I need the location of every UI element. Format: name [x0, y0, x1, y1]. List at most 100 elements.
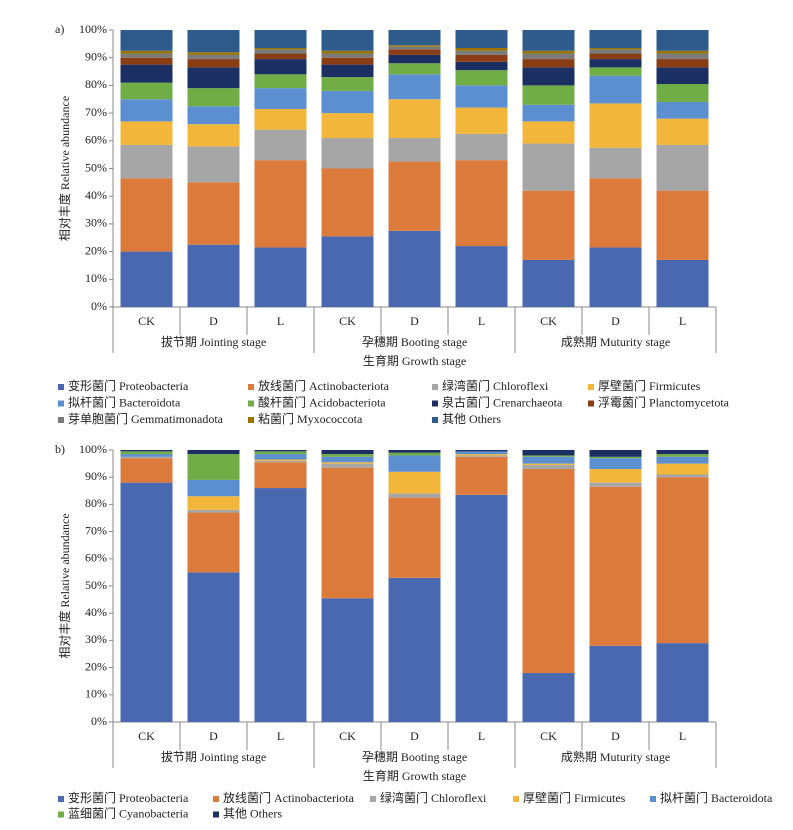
bar-segment	[120, 121, 173, 145]
bar-segment	[656, 118, 709, 145]
y-tick-label: 100%	[79, 442, 107, 456]
legend-label: 厚壁菌门 Firmicutes	[598, 378, 701, 393]
legend-label: 绿湾菌门 Chloroflexi	[380, 790, 487, 805]
y-tick-label: 80%	[85, 77, 107, 91]
bar-segment	[455, 107, 508, 134]
bar-segment	[522, 50, 575, 54]
panel-label: b)	[55, 442, 65, 456]
bar-segment	[120, 53, 173, 58]
legend-marker	[58, 400, 64, 407]
x-tick-label: CK	[540, 314, 557, 328]
bar-segment	[589, 456, 642, 459]
bar-segment	[522, 59, 575, 68]
bar-segment	[656, 463, 709, 475]
bar-segment	[254, 129, 307, 161]
bar-segment	[321, 90, 374, 114]
bar-segment	[656, 643, 709, 722]
bar-segment	[589, 59, 642, 68]
bar-segment	[656, 59, 709, 68]
bar-segment	[656, 84, 709, 103]
group-label: 成熟期 Muturity stage	[561, 334, 670, 349]
y-tick-label: 60%	[85, 551, 107, 565]
x-tick-label: L	[679, 729, 686, 743]
y-tick-label: 30%	[85, 632, 107, 646]
bar-segment	[321, 50, 374, 54]
bar-segment	[656, 454, 709, 457]
bar-segment	[254, 450, 307, 452]
bar-segment	[388, 74, 441, 100]
group-label: 拔节期 Jointing stage	[161, 749, 266, 764]
bar-segment	[455, 54, 508, 62]
bar-segment	[455, 133, 508, 161]
x-tick-label: L	[679, 314, 686, 328]
legend-label: 拟杆菌门 Bacteroidota	[68, 394, 181, 409]
bar-segment	[321, 77, 374, 91]
bar-segment	[254, 48, 307, 50]
x-tick-label: CK	[138, 729, 155, 743]
x-tick-label: D	[209, 314, 218, 328]
legend-marker	[432, 384, 438, 390]
bar-segment	[656, 53, 709, 60]
bar-segment	[589, 147, 642, 179]
y-tick-label: 90%	[85, 49, 107, 63]
group-label: 成熟期 Muturity stage	[561, 749, 670, 764]
y-tick-label: 80%	[85, 496, 107, 510]
x-axis-title: 生育期 Growth stage	[363, 768, 466, 783]
x-tick-label: CK	[540, 729, 557, 743]
x-tick-label: D	[410, 729, 419, 743]
x-tick-label: CK	[339, 314, 356, 328]
bar-segment	[120, 50, 173, 54]
y-tick-label: 30%	[85, 216, 107, 230]
bar-segment	[254, 49, 307, 54]
bar-segment	[321, 450, 374, 455]
legend-label: 浮霉菌门 Planctomycetota	[598, 394, 730, 409]
bar-segment	[321, 598, 374, 722]
bar-segment	[321, 236, 374, 307]
legend-label: 厚壁菌门 Firmicutes	[523, 790, 626, 805]
bar-segment	[254, 59, 307, 75]
legend-label: 泉古菌门 Crenarchaeota	[442, 394, 563, 409]
y-tick-label: 40%	[85, 605, 107, 619]
bar-segment	[388, 99, 441, 139]
legend-marker	[513, 796, 519, 802]
bar-segment	[522, 53, 575, 60]
bar-segment	[254, 247, 307, 307]
bar-segment	[589, 482, 642, 487]
y-tick-label: 100%	[79, 22, 107, 36]
bar-segment	[522, 143, 575, 191]
legend-label: 其他 Others	[442, 412, 501, 426]
bar-segment	[187, 454, 240, 480]
y-tick-label: 20%	[85, 243, 107, 257]
bar-segment	[455, 494, 508, 722]
bar-segment	[187, 572, 240, 722]
y-tick-label: 70%	[85, 523, 107, 537]
bar-segment	[120, 30, 173, 51]
bar-segment	[388, 450, 441, 453]
bar-segment	[254, 160, 307, 248]
y-tick-label: 0%	[91, 299, 107, 313]
bar-segment	[656, 474, 709, 478]
y-tick-label: 10%	[85, 271, 107, 285]
bar-segment	[656, 477, 709, 644]
bar-segment	[522, 30, 575, 51]
legend-marker	[58, 417, 64, 423]
y-tick-label: 0%	[91, 714, 107, 728]
legend-marker	[248, 384, 254, 390]
bar-segment	[321, 53, 374, 58]
bar-segment	[321, 454, 374, 457]
bar-segment	[187, 59, 240, 68]
group-label: 拔节期 Jointing stage	[161, 334, 266, 349]
bar-segment	[522, 190, 575, 260]
y-tick-label: 50%	[85, 578, 107, 592]
bar-segment	[522, 104, 575, 122]
legend-marker	[213, 796, 219, 802]
y-tick-label: 60%	[85, 133, 107, 147]
bar-segment	[388, 230, 441, 307]
bar-segment	[656, 144, 709, 191]
bar-segment	[321, 57, 374, 65]
bar-segment	[254, 460, 307, 463]
legend-label: 粘菌门 Myxococcota	[258, 411, 363, 426]
legend-marker	[432, 417, 438, 423]
y-tick-label: 20%	[85, 659, 107, 673]
